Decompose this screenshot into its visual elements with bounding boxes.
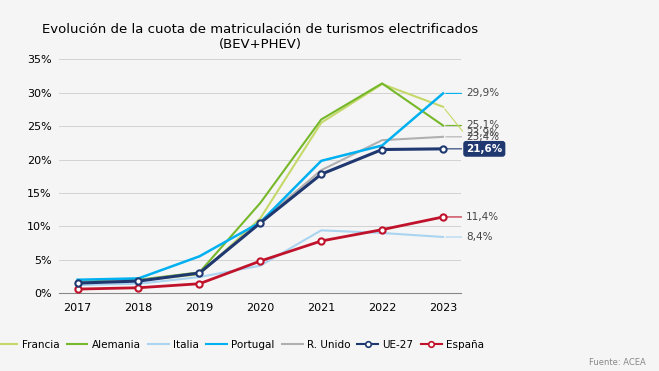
Text: 11,4%: 11,4% [466,212,500,222]
Text: 8,4%: 8,4% [466,232,493,242]
Text: 21,6%: 21,6% [466,144,502,154]
Text: 23,4%: 23,4% [466,132,500,142]
Legend: Francia, Alemania, Italia, Portugal, R. Unido, UE-27, España: Francia, Alemania, Italia, Portugal, R. … [0,336,488,354]
Text: 25,1%: 25,1% [466,121,500,131]
Text: 29,9%: 29,9% [466,88,500,98]
Text: Fuente: ACEA: Fuente: ACEA [589,358,646,367]
Title: Evolución de la cuota de matriculación de turismos electrificados
(BEV+PHEV): Evolución de la cuota de matriculación d… [42,23,478,51]
Text: 23,9%: 23,9% [466,128,500,138]
